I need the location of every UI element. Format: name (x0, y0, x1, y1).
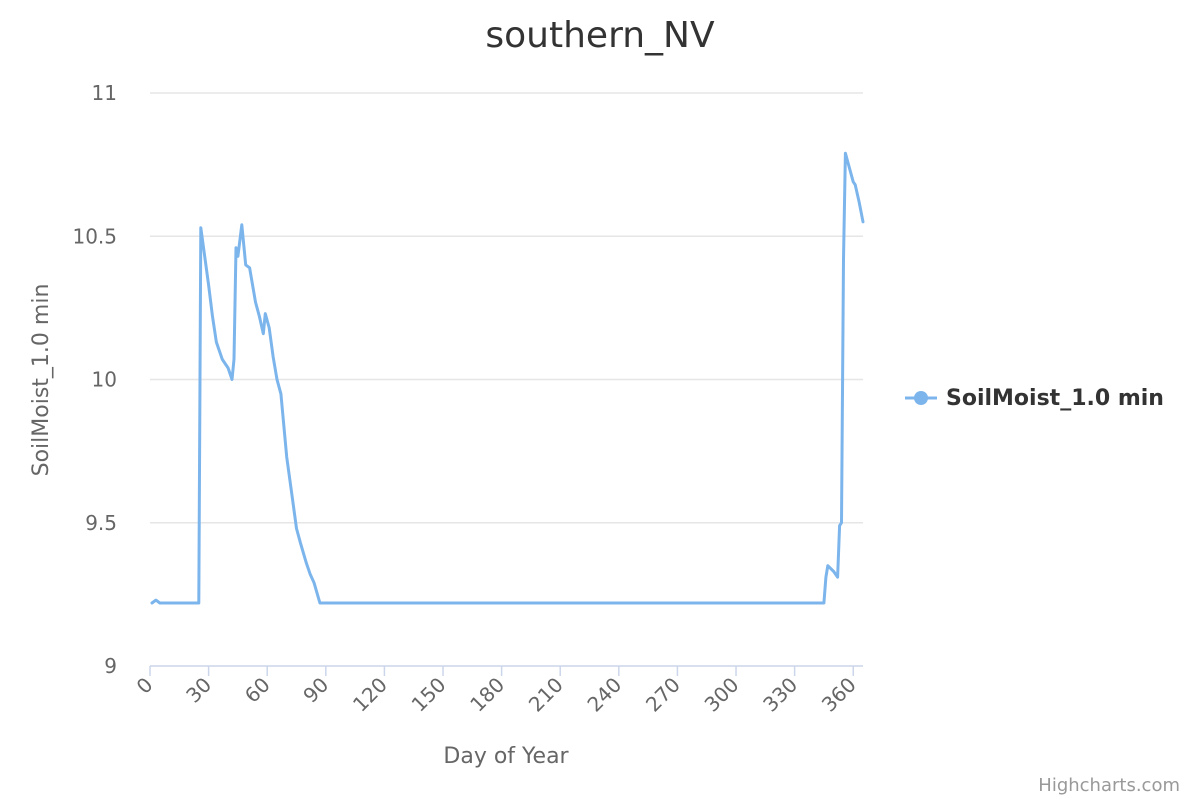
y-axis-title: SoilMoist_1.0 min (29, 284, 54, 477)
legend-marker-icon (914, 391, 928, 405)
y-tick-label: 10.5 (72, 224, 117, 248)
x-axis: 0 30 60 90 120 150 180 210 240 270 300 330 360 (132, 665, 863, 717)
x-tick-label: 240 (582, 673, 626, 717)
y-tick-label: 10 (92, 368, 117, 392)
x-tick-label: 210 (524, 673, 568, 717)
y-tick-label: 11 (92, 81, 117, 105)
x-tick-label: 330 (758, 673, 802, 717)
legend-label[interactable]: SoilMoist_1.0 min (946, 386, 1164, 411)
legend[interactable]: SoilMoist_1.0 min (905, 386, 1164, 411)
x-tick-label: 180 (465, 673, 509, 717)
x-tick-label: 60 (240, 673, 275, 708)
y-tick-label: 9.5 (85, 511, 117, 535)
y-tick-label: 9 (104, 654, 117, 678)
grid (150, 92, 863, 524)
series-line[interactable] (150, 151, 865, 605)
x-tick-label: 90 (298, 673, 333, 708)
x-tick-label: 150 (407, 673, 451, 717)
x-tick-label: 360 (817, 673, 861, 717)
credits-link[interactable]: Highcharts.com (1038, 775, 1180, 796)
x-tick-label: 120 (348, 673, 392, 717)
x-tick-label: 300 (700, 673, 744, 717)
x-tick-label: 30 (181, 673, 216, 708)
x-axis-title: Day of Year (443, 744, 569, 769)
y-axis: 9 9.5 10 10.5 11 (72, 81, 117, 678)
chart-title: southern_NV (485, 15, 715, 56)
series-group (150, 151, 865, 605)
x-tick-label: 0 (132, 673, 158, 699)
x-tick-label: 270 (641, 673, 685, 717)
